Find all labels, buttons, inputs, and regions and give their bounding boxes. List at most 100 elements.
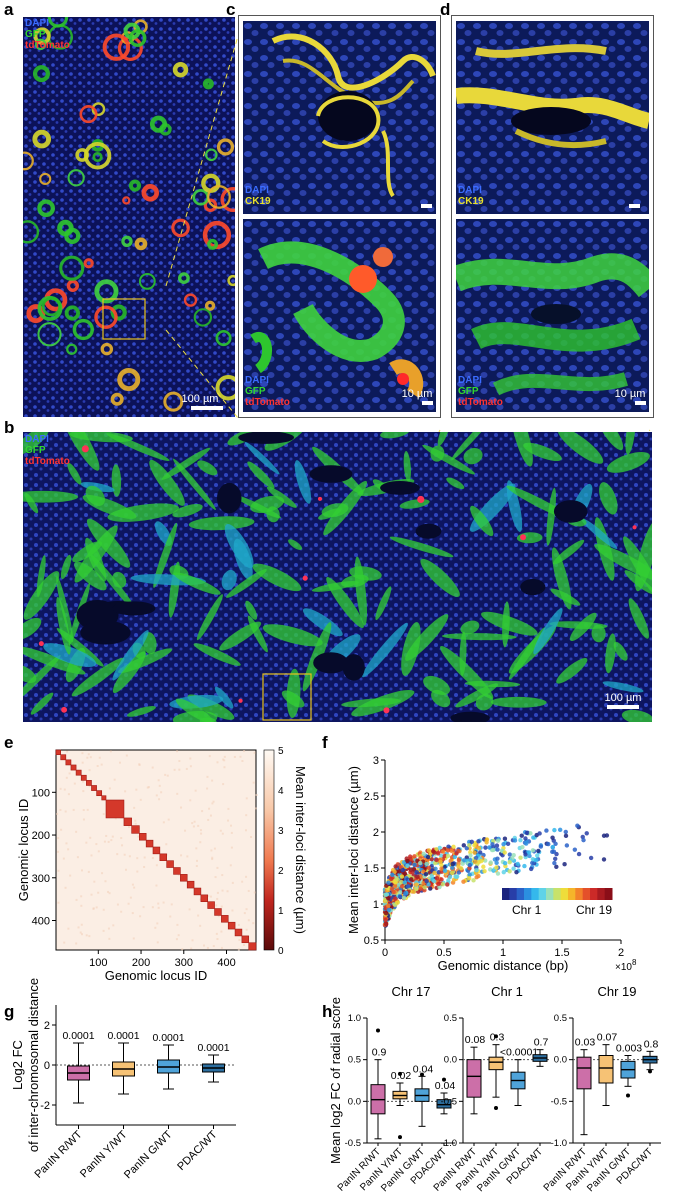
tissue-fiber xyxy=(266,486,297,508)
h-box xyxy=(576,1056,592,1090)
heatmap-cell xyxy=(100,763,103,766)
heatmap-diagonal-block xyxy=(241,935,250,944)
scatter-point xyxy=(604,833,610,838)
heatmap-cell xyxy=(237,948,240,951)
tissue-blob xyxy=(79,105,98,124)
tissue-fiber xyxy=(59,432,100,471)
tissue-lumen xyxy=(238,432,294,444)
tissue-fiber xyxy=(556,658,588,684)
heatmap-cell xyxy=(245,908,248,911)
heatmap-cell xyxy=(176,923,179,926)
scatter-point xyxy=(450,861,455,867)
heatmap-cell xyxy=(151,906,154,909)
scatter-point xyxy=(415,874,420,880)
tissue-fiber xyxy=(111,464,122,497)
h-y-label: Mean log2 FC of radial score xyxy=(328,997,343,1164)
heatmap-cell xyxy=(80,895,83,898)
heatmap-cell xyxy=(227,819,230,822)
tdtomato-spot xyxy=(383,707,390,714)
tissue-blob xyxy=(204,300,216,311)
f-legend-swatch xyxy=(553,888,562,900)
scatter-point xyxy=(478,850,483,855)
scatter-point xyxy=(557,827,563,833)
tissue-lumen xyxy=(342,654,365,681)
heatmap-cell xyxy=(176,792,179,795)
x-tick-label: 300 xyxy=(175,957,193,969)
tissue-fiber xyxy=(318,508,342,520)
tissue-fiber xyxy=(245,600,258,620)
scatter-point xyxy=(502,850,507,855)
h-y-tick-label: -0.5 xyxy=(551,1096,567,1107)
scale-bar-c-label: 10 µm xyxy=(401,388,433,400)
scatter-point xyxy=(476,839,481,844)
tissue-fiber xyxy=(440,645,494,699)
scatter-point xyxy=(495,856,500,861)
heatmap-cell xyxy=(93,880,96,883)
tissue-blob xyxy=(202,78,214,90)
panel-label-h: h xyxy=(322,1002,333,1021)
heatmap-cell xyxy=(85,841,88,844)
heatmap-cell xyxy=(250,836,253,839)
panel-b-image: DAPI GFP tdTomato 100 µm xyxy=(23,432,652,722)
heatmap-cell xyxy=(199,841,202,844)
heatmap-diagonal-block xyxy=(173,867,181,875)
heatmap-cell xyxy=(155,884,158,887)
y-tick-label: 400 xyxy=(32,916,50,928)
tissue-blob xyxy=(177,272,190,285)
tissue-blob xyxy=(163,391,184,412)
heatmap-cell xyxy=(151,766,154,769)
tissue-fiber xyxy=(533,608,563,655)
scatter-point xyxy=(507,869,512,874)
tissue-fiber xyxy=(219,621,262,651)
h-y-tick-label: 0.0 xyxy=(348,1096,361,1107)
g-y-label-line2: of inter-chromosomal distance xyxy=(26,978,41,1152)
scatter-point xyxy=(507,852,513,857)
tissue-fiber xyxy=(60,554,72,580)
heatmap-cell xyxy=(136,857,139,860)
heatmap-cell xyxy=(191,822,194,825)
heatmap-cell xyxy=(57,901,60,904)
tissue-fiber xyxy=(23,432,49,455)
f-y-tick-label: 2 xyxy=(373,827,379,839)
tissue-blob xyxy=(171,218,190,238)
panel-d-top-image: DAPI CK19 xyxy=(456,21,649,214)
scatter-point xyxy=(399,879,404,885)
heatmap-cell xyxy=(57,837,60,840)
heatmap-cell xyxy=(155,864,158,867)
scatter-point xyxy=(490,842,495,847)
heatmap-cell xyxy=(244,829,247,832)
scatter-point xyxy=(452,854,458,860)
heatmap-cell xyxy=(85,934,88,937)
scatter-point xyxy=(461,879,466,884)
heatmap-cell xyxy=(59,787,62,790)
y-tick-label: 100 xyxy=(32,787,50,799)
heatmap-cell xyxy=(107,840,110,843)
tissue-fiber xyxy=(127,706,156,717)
tissue-fiber xyxy=(451,432,495,461)
heatmap-diagonal-block xyxy=(101,795,107,801)
panel-c-top-tissue xyxy=(243,21,436,214)
heatmap-cell xyxy=(102,908,105,911)
scatter-point xyxy=(575,823,580,828)
heatmap-cell xyxy=(158,798,161,801)
g-y-tick-label: 2 xyxy=(44,1020,50,1032)
heatmap-cell xyxy=(194,789,197,792)
heatmap-cell xyxy=(189,765,192,768)
tissue-fiber xyxy=(599,482,618,515)
tdtomato-spot xyxy=(81,445,89,453)
scatter-point xyxy=(535,853,540,858)
tissue-fiber xyxy=(172,504,203,518)
heatmap-cell xyxy=(206,946,209,949)
scale-bar-d: 10 µm xyxy=(614,388,646,405)
heatmap-cell xyxy=(112,924,115,927)
heatmap-diagonal-block xyxy=(180,874,188,882)
tissue-blob xyxy=(117,368,141,392)
panel-b-tissue xyxy=(23,432,652,722)
heatmap-diagonal-block xyxy=(227,921,236,930)
tissue-fiber xyxy=(557,432,604,464)
scatter-point xyxy=(491,847,496,853)
heatmap-diagonal-block xyxy=(70,764,77,771)
scatter-point xyxy=(495,847,500,852)
tissue-fiber xyxy=(446,477,465,490)
heatmap-cell xyxy=(165,843,168,846)
